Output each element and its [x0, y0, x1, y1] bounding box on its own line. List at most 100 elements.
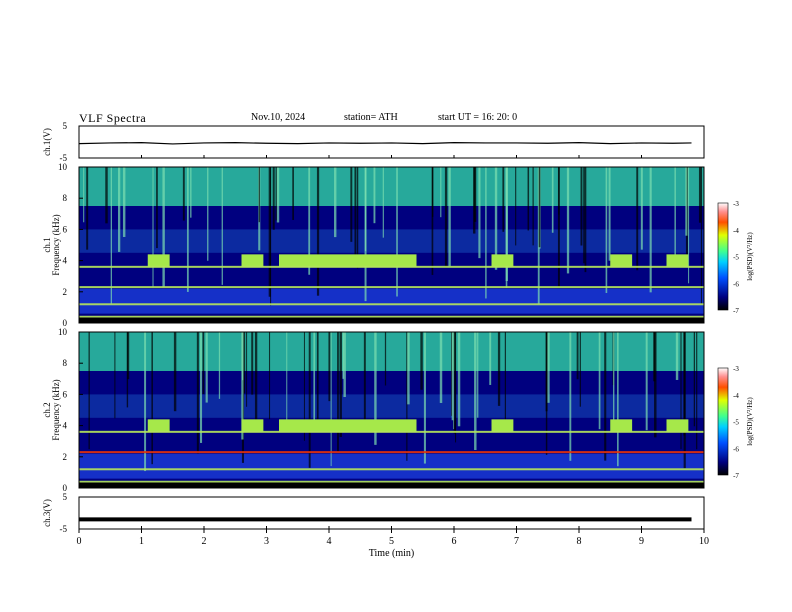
ch2-spectrogram-sferic	[455, 332, 457, 443]
ch1-spectrogram-sferic	[275, 167, 277, 221]
ch1-spectrogram-sferic	[700, 167, 702, 304]
ch2-spectrogram-sferic	[683, 332, 686, 469]
ch2-spectrogram-sferic	[246, 332, 248, 407]
ch2-spectrogram-ytick-label: 8	[63, 358, 68, 368]
ch1-spectrogram-ytick-label: 6	[63, 224, 68, 234]
ch1-spectrogram-mid-band	[79, 229, 704, 253]
ch1-spectrogram-ytick-label: 4	[63, 256, 68, 266]
ch2-spectrogram-ylabel: Frequency (kHz)	[51, 379, 61, 440]
ch1-spectrogram-sferic	[605, 167, 608, 293]
ch1-spectrogram-ylabel: ch.1	[42, 237, 52, 252]
ch1-spectrogram-sferic	[292, 167, 294, 220]
ch2-spectrogram-sferic	[308, 332, 311, 468]
ch2-spectrogram-sferic	[645, 332, 648, 431]
ch3-waveform-ytick-label: -5	[60, 524, 68, 534]
ch1-spectrogram-sferic	[156, 167, 158, 249]
ch1-spectrogram-sferic	[532, 167, 534, 246]
x-axis-tick-label: 6	[452, 536, 457, 547]
ch2-spectrogram-sferic	[423, 332, 426, 464]
ch2-spectrogram-ytick-label: 4	[63, 421, 68, 431]
ch1-spectrogram-colorbar-tick: -7	[733, 307, 739, 315]
ch1-spectrogram-colorbar-tick: -4	[733, 227, 739, 235]
ch2-spectrogram-sferic	[151, 332, 153, 465]
ch2-spectrogram-sferic	[313, 332, 316, 425]
x-axis-tick-label: 7	[514, 536, 519, 547]
ch2-spectrogram-ytick-label: 2	[63, 452, 68, 462]
ch1-spectrogram-line-0	[79, 315, 704, 318]
ch2-spectrogram-sferic	[343, 332, 346, 398]
ch1-spectrogram-sferic	[649, 167, 652, 293]
ch1-spectrogram-sferic	[354, 167, 357, 265]
ch1-spectrogram-sferic	[186, 167, 189, 292]
ch2-spectrogram-sferic	[474, 332, 477, 450]
ch2-spectrogram-sferic	[693, 332, 696, 427]
ch2-spectrogram-colorbar-tick: -6	[733, 445, 739, 453]
ch2-spectrogram-colorbar-tick: -4	[733, 392, 739, 400]
ch1-waveform-frame	[78, 125, 705, 159]
ch1-spectrogram-colorbar-tick: -5	[733, 254, 739, 262]
ch1-spectrogram-tone-burst-0	[147, 254, 170, 267]
ch2-spectrogram-tone-burst-3	[491, 419, 514, 432]
ch2-spectrogram-sferic	[439, 332, 443, 403]
ch1-spectrogram-sferic	[396, 167, 398, 297]
ch1-spectrogram-sferic	[276, 167, 280, 223]
ch1-spectrogram-sferic	[698, 167, 702, 223]
ch2-spectrogram-sferic	[598, 332, 601, 430]
ch2-spectrogram-tone-burst-0	[147, 419, 170, 432]
x-axis-tick-label: 3	[264, 536, 269, 547]
ch2-spectrogram-sferic	[420, 332, 423, 390]
ch2-spectrogram-sferic	[407, 332, 410, 405]
ch2-spectrogram-sferic	[218, 332, 221, 399]
ch1-spectrogram-sferic	[505, 167, 508, 288]
ch1-spectrogram-sferic	[162, 167, 165, 287]
x-axis-tick-label: 9	[639, 536, 644, 547]
ch2-spectrogram-sferic	[339, 332, 342, 437]
ch2-spectrogram-sferic	[363, 332, 366, 425]
ch2-spectrogram-colorbar	[717, 367, 729, 476]
ch1-spectrogram-sferic	[431, 167, 434, 275]
ch1-spectrogram-line-1	[79, 303, 704, 306]
ch1-waveform-ytick-label: 5	[63, 121, 68, 131]
ch1-spectrogram-low-band	[79, 288, 704, 314]
x-axis-tick-label: 0	[77, 536, 82, 547]
ch2-spectrogram-high-band	[79, 332, 704, 371]
ch1-spectrogram-sferic	[583, 167, 585, 264]
ch2-spectrogram-sferic	[680, 332, 682, 449]
ch2-spectrogram-sferic	[330, 332, 332, 467]
ch2-spectrogram-sferic	[268, 332, 271, 420]
ch1-spectrogram-sferic	[584, 167, 587, 273]
ch2-spectrogram-sferic	[675, 332, 679, 380]
ch2-spectrogram-tone-burst-4	[610, 419, 633, 432]
ch2-spectrogram-sferic	[477, 332, 479, 418]
ch2-spectrogram-tone-burst-1	[241, 419, 264, 432]
ch2-spectrogram-sferic	[254, 332, 258, 427]
ch1-spectrogram-sferic	[538, 167, 541, 248]
ch2-spectrogram-low-band	[79, 453, 704, 479]
ch2-spectrogram-sferic	[576, 332, 579, 380]
x-axis-tick-label: 2	[202, 536, 207, 547]
ch2-spectrogram-sferic	[545, 332, 548, 455]
ch2-spectrogram-sferic	[457, 332, 461, 427]
ch1-spectrogram-tone-burst-1	[241, 254, 264, 267]
ch2-spectrogram-sferic	[251, 332, 254, 395]
ch1-spectrogram-sferic	[190, 167, 192, 218]
ch2-spectrogram-sferic	[654, 332, 657, 438]
ch2-spectrogram-sferic	[617, 332, 619, 467]
ch2-spectrogram-ytick-label: 6	[63, 389, 68, 399]
ch2-spectrogram-sferic	[489, 332, 492, 385]
ch1-waveform-ytick-label: -5	[60, 153, 68, 163]
ch2-spectrogram-sferic	[286, 332, 288, 428]
ch2-spectrogram-sferic	[303, 332, 305, 441]
ch1-spectrogram-sferic	[515, 167, 517, 246]
ch1-spectrogram-sferic	[221, 167, 223, 285]
ch2-spectrogram-line-2	[79, 451, 704, 454]
ch2-spectrogram-sferic	[504, 332, 506, 428]
ch1-spectrogram-sferic	[350, 167, 353, 242]
ch2-spectrogram-sferic	[196, 332, 199, 454]
ch1-spectrogram-sferic	[316, 167, 320, 296]
ch2-spectrogram-sferic	[244, 332, 246, 394]
ch2-spectrogram-sferic	[613, 332, 615, 421]
ch1-spectrogram-sferic	[674, 167, 676, 263]
ch2-spectrogram-sferic	[316, 332, 319, 424]
